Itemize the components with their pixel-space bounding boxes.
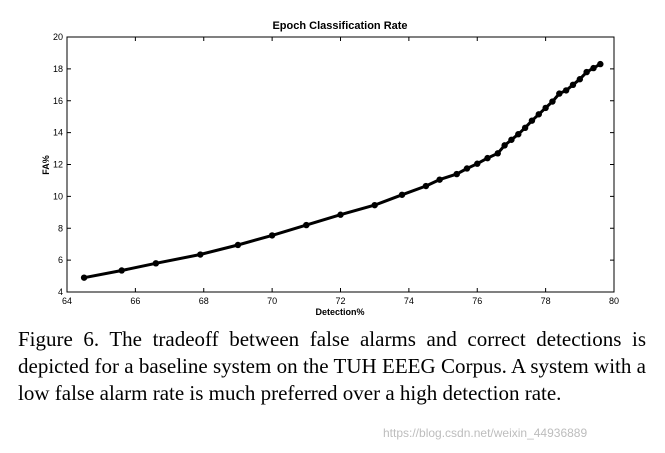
data-point (562, 87, 570, 94)
data-point (535, 111, 542, 118)
data-point (303, 221, 310, 229)
data-point (590, 64, 597, 72)
data-point (118, 267, 125, 274)
x-tick-label: 76 (472, 296, 482, 306)
data-point (576, 76, 584, 83)
x-axis: 64 66 68 70 72 74 76 78 80 (62, 37, 619, 306)
data-point (549, 98, 556, 105)
figure-caption: Figure 6. The tradeoff between false ala… (18, 327, 646, 405)
data-point (463, 165, 471, 172)
x-tick-label: 68 (199, 296, 209, 306)
data-point (197, 251, 204, 258)
y-tick-label: 6 (58, 255, 63, 265)
data-point (501, 142, 508, 149)
x-tick-label: 70 (267, 296, 277, 306)
data-point (371, 201, 378, 209)
data-point (508, 136, 515, 143)
data-point (234, 241, 242, 249)
x-tick-label: 80 (609, 296, 619, 306)
data-point (597, 60, 604, 68)
data-point (152, 260, 160, 267)
y-tick-label: 12 (53, 160, 63, 170)
data-point (583, 68, 590, 76)
x-tick-label: 74 (404, 296, 414, 306)
data-point (494, 150, 501, 157)
x-tick-label: 78 (541, 296, 551, 306)
data-point (398, 191, 406, 198)
x-tick-label: 66 (130, 296, 140, 306)
y-axis-label: FA% (41, 155, 51, 175)
data-point (515, 131, 522, 138)
y-tick-label: 10 (53, 191, 63, 201)
data-point (453, 170, 460, 178)
series-layer (80, 60, 604, 281)
y-tick-label: 14 (53, 128, 63, 138)
y-tick-label: 20 (53, 32, 63, 42)
x-tick-label: 64 (62, 296, 72, 306)
data-point (474, 160, 481, 167)
data-point (542, 104, 549, 112)
y-axis: 4 6 8 10 12 14 16 18 20 (53, 32, 614, 297)
data-point (337, 211, 344, 218)
y-tick-label: 4 (58, 287, 63, 297)
watermark-text: https://blog.csdn.net/weixin_44936889 (383, 426, 588, 440)
data-point (569, 81, 577, 89)
y-tick-label: 16 (53, 96, 63, 106)
x-tick-label: 72 (335, 296, 345, 306)
data-point (556, 90, 563, 97)
data-point (268, 232, 276, 239)
data-point (436, 176, 443, 183)
x-axis-label: Detection% (315, 307, 364, 317)
y-tick-label: 8 (58, 223, 63, 233)
data-point (528, 117, 536, 124)
y-tick-label: 18 (53, 64, 63, 74)
data-point (422, 182, 430, 190)
chart: Epoch Classification Rate 64 66 68 70 72 74 76… (41, 20, 619, 317)
data-point (484, 154, 491, 162)
plot-area (66, 36, 615, 293)
chart-title: Epoch Classification Rate (272, 20, 407, 32)
data-point (80, 274, 88, 281)
data-point (521, 124, 529, 132)
